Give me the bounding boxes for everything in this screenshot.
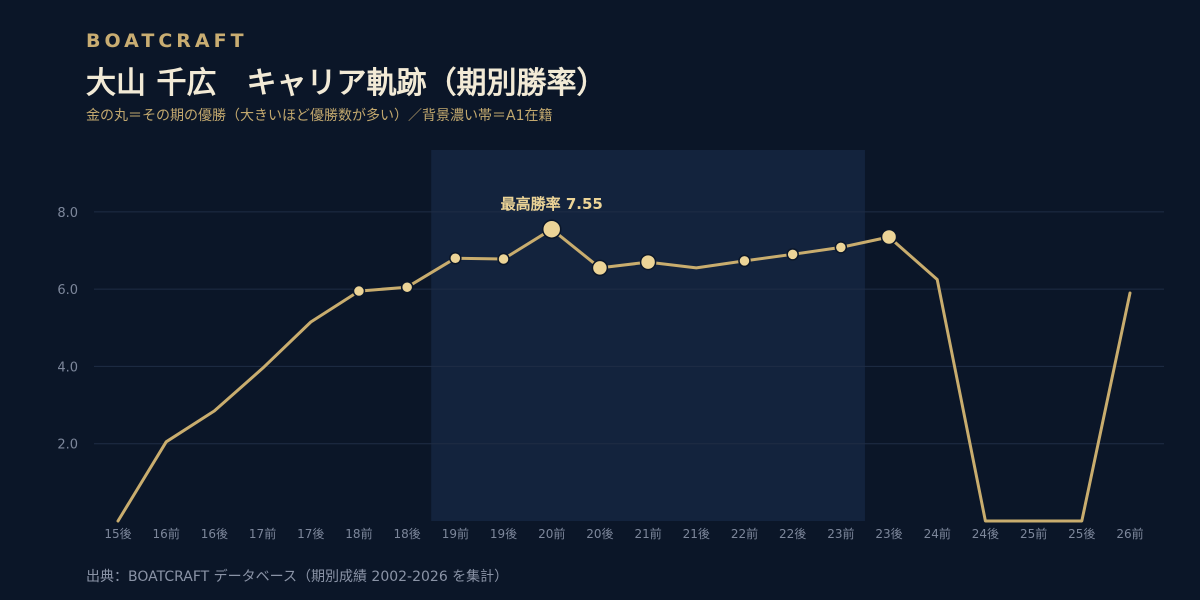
win-marker <box>738 254 751 268</box>
x-tick-label: 20前 <box>538 526 565 541</box>
win-marker <box>786 248 799 261</box>
source-note: 出典：BOATCRAFT データベース（期別成績 2002-2026 を集計） <box>86 569 509 585</box>
x-tick-label: 25後 <box>1068 527 1095 541</box>
x-tick-label: 17前 <box>249 526 276 541</box>
win-marker <box>497 252 510 266</box>
chart-title: 大山 千広 キャリア軌跡（期別勝率） <box>86 66 607 101</box>
x-tick-label: 24前 <box>924 526 951 541</box>
win-marker <box>541 219 562 239</box>
x-tick-label: 19後 <box>490 527 517 541</box>
x-tick-label: 16後 <box>201 527 228 541</box>
x-tick-label: 22後 <box>779 527 806 541</box>
x-tick-label: 21前 <box>634 526 661 541</box>
y-tick-label: 2.0 <box>57 438 78 453</box>
chart-subtitle: 金の丸＝その期の優勝（大きいほど優勝数が多い）／背景濃い帯＝A1在籍 <box>86 108 553 124</box>
win-marker <box>449 251 462 265</box>
x-tick-label: 21後 <box>683 527 710 541</box>
peak-annotation: 最高勝率 7.55 <box>501 195 603 213</box>
series-line <box>116 227 1132 523</box>
win-marker <box>591 259 609 277</box>
win-marker <box>400 280 414 294</box>
win-marker <box>352 284 366 298</box>
y-tick-label: 4.0 <box>57 360 78 375</box>
win-marker <box>639 253 657 271</box>
win-marker <box>880 228 898 246</box>
x-tick-label: 16前 <box>153 526 180 541</box>
x-tick-label: 23後 <box>875 527 902 541</box>
win-marker <box>834 241 848 254</box>
x-tick-label: 17後 <box>297 527 324 541</box>
x-tick-label: 18前 <box>345 526 372 541</box>
x-tick-label: 20後 <box>586 527 613 541</box>
x-tick-label: 19前 <box>442 526 469 541</box>
y-tick-label: 8.0 <box>57 206 78 221</box>
x-tick-label: 15後 <box>104 527 131 541</box>
x-tick-label: 24後 <box>972 527 999 541</box>
brand-label: BOATCRAFT <box>86 30 248 52</box>
a1-band <box>431 150 865 521</box>
x-tick-label: 23前 <box>827 526 854 541</box>
x-tick-label: 18後 <box>394 527 421 541</box>
y-tick-label: 6.0 <box>57 283 78 298</box>
x-tick-label: 26前 <box>1116 526 1143 541</box>
x-tick-label: 25前 <box>1020 526 1047 541</box>
x-tick-label: 22前 <box>731 526 758 541</box>
